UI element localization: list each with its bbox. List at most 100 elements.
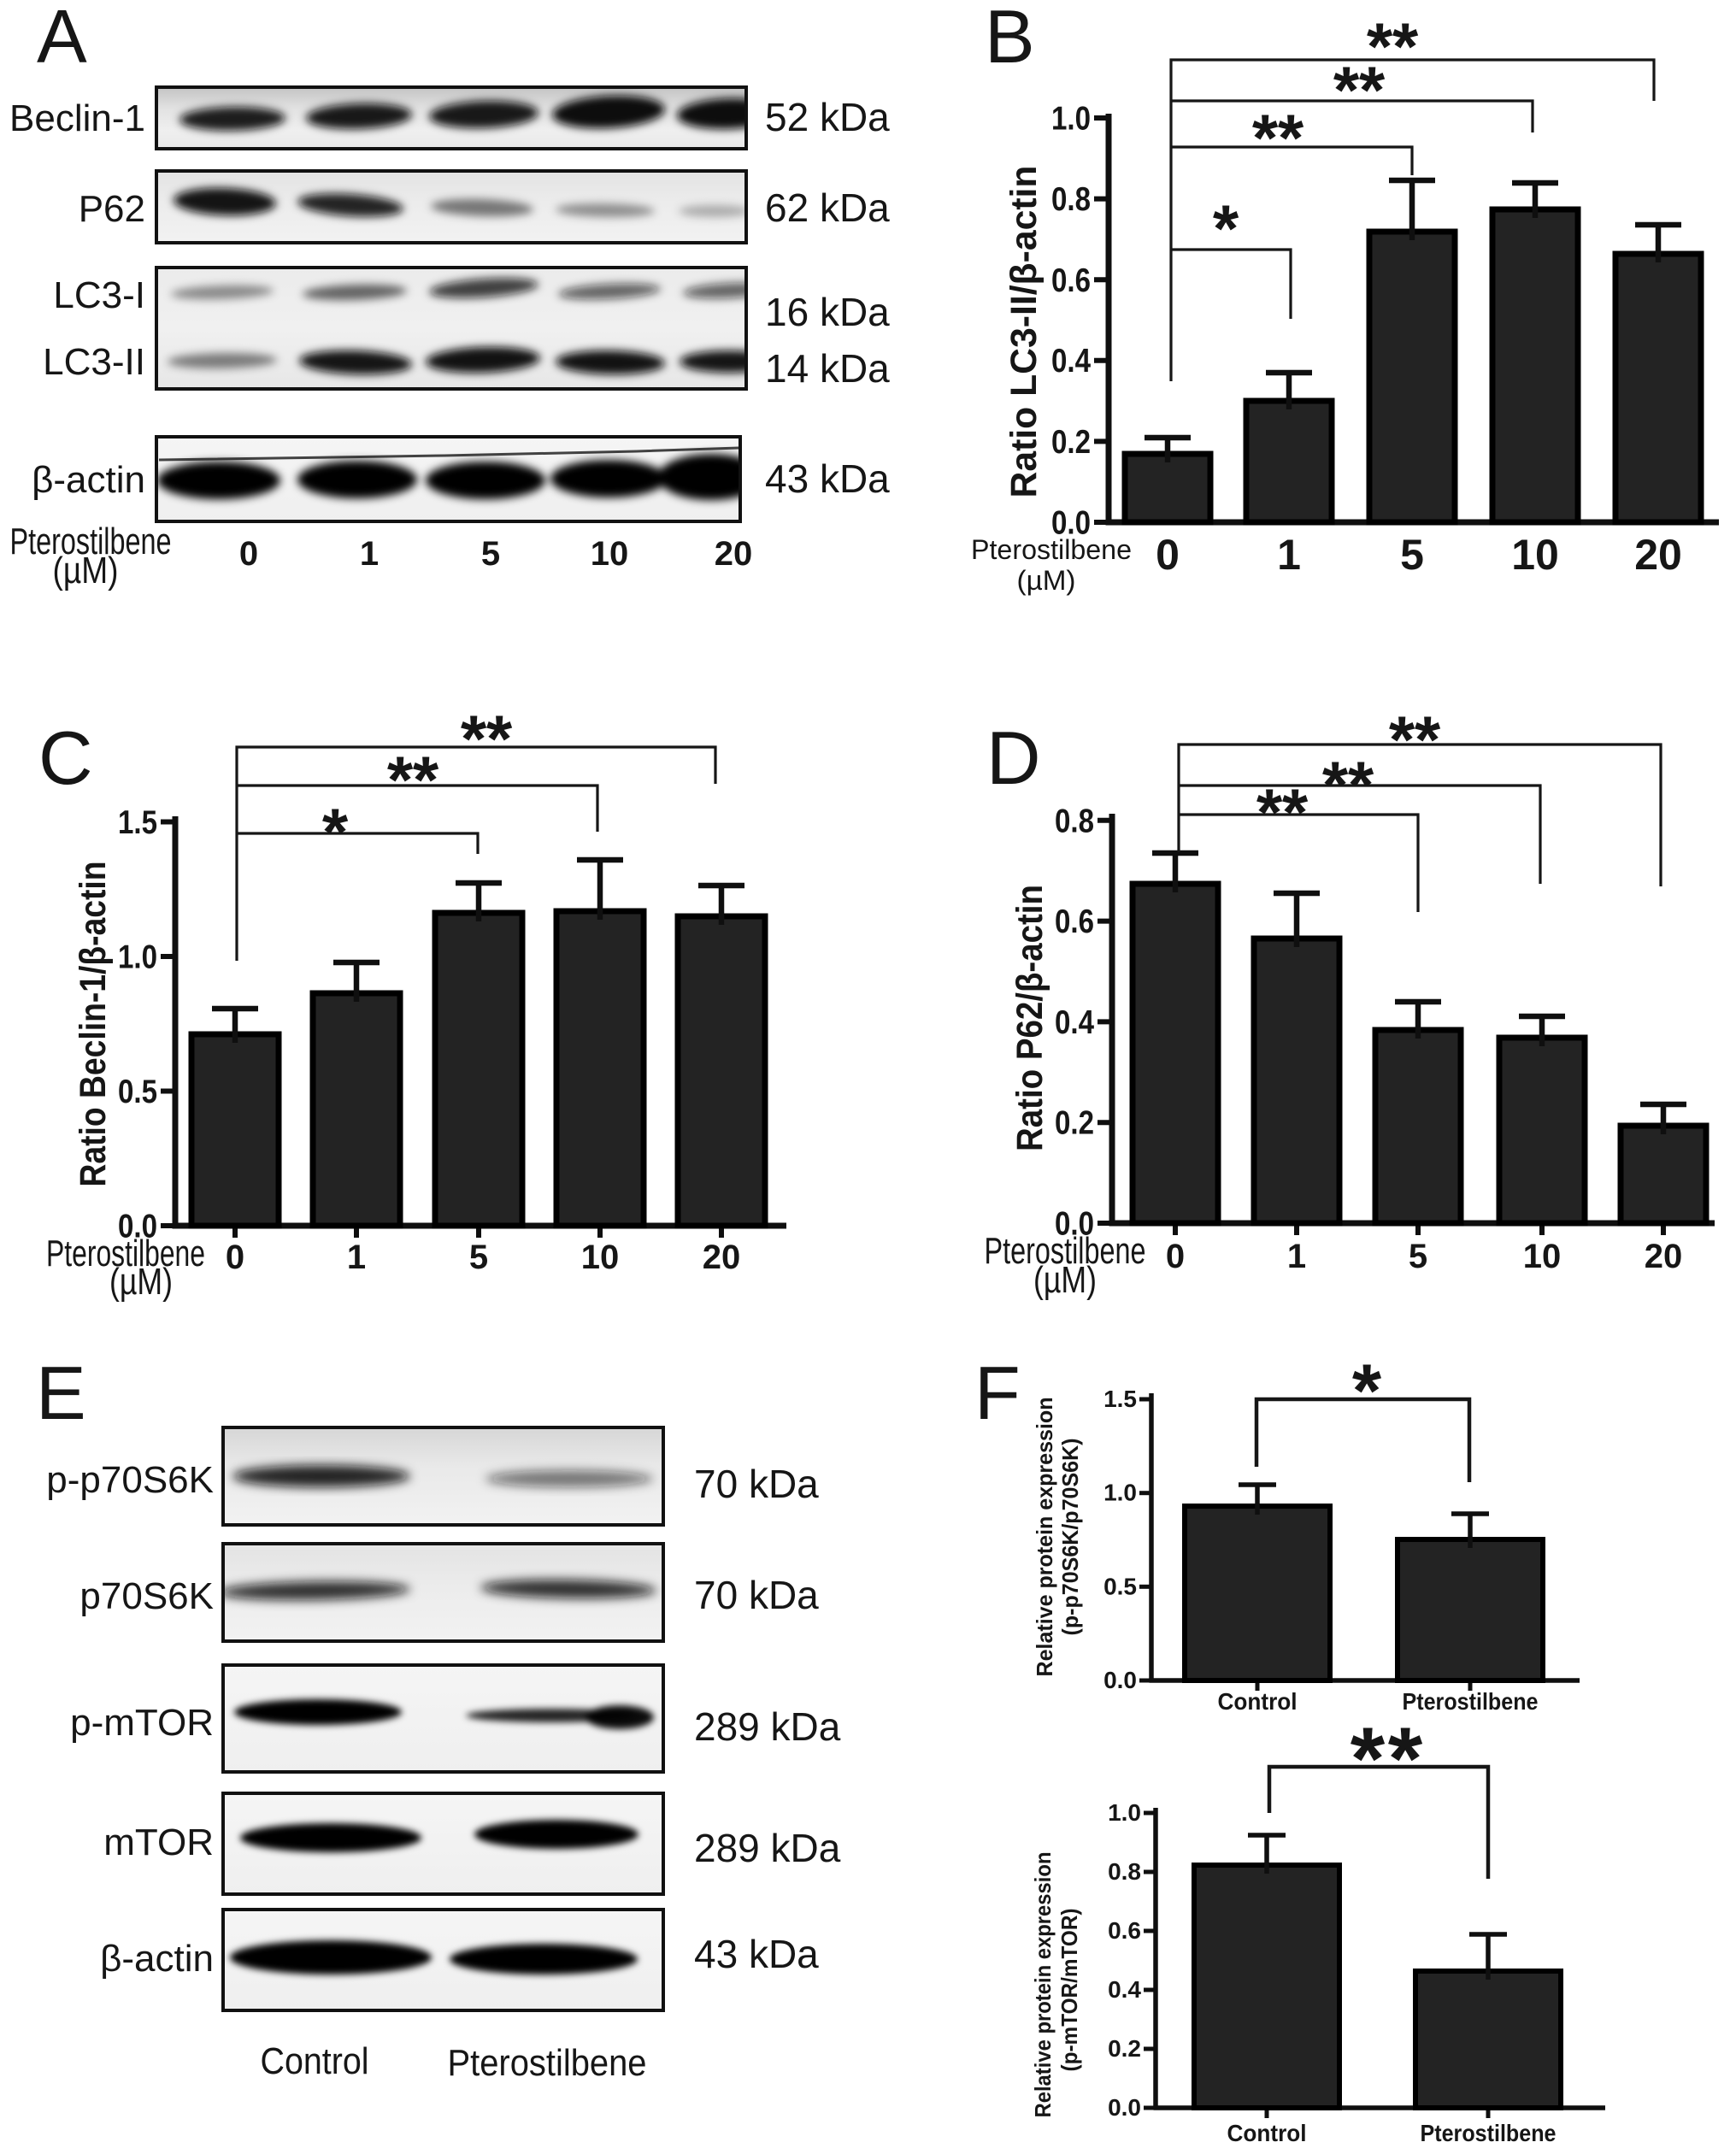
svg-text:*: * bbox=[322, 794, 349, 869]
svg-text:0: 0 bbox=[1166, 1238, 1185, 1275]
svg-text:β-actin: β-actin bbox=[100, 1938, 214, 1980]
svg-text:D: D bbox=[986, 715, 1041, 800]
svg-text:(µM): (µM) bbox=[1033, 1259, 1097, 1301]
svg-text:*: * bbox=[1333, 52, 1360, 127]
svg-text:(µM): (µM) bbox=[109, 1261, 173, 1303]
svg-text:62 kDa: 62 kDa bbox=[765, 185, 890, 230]
svg-text:43 kDa: 43 kDa bbox=[765, 456, 890, 501]
svg-text:52 kDa: 52 kDa bbox=[765, 95, 890, 139]
svg-text:1.0: 1.0 bbox=[1108, 1799, 1141, 1826]
svg-text:*: * bbox=[413, 742, 439, 817]
svg-text:*: * bbox=[1351, 1710, 1386, 1809]
svg-text:*: * bbox=[1252, 100, 1279, 175]
svg-text:0: 0 bbox=[226, 1239, 244, 1276]
svg-text:Ratio P62/β-actin: Ratio P62/β-actin bbox=[1009, 885, 1050, 1151]
svg-text:0.0: 0.0 bbox=[118, 1209, 157, 1245]
svg-text:1: 1 bbox=[347, 1239, 366, 1276]
svg-text:mTOR: mTOR bbox=[103, 1821, 214, 1863]
svg-text:*: * bbox=[1213, 191, 1239, 266]
svg-text:1.0: 1.0 bbox=[118, 939, 157, 976]
svg-text:C: C bbox=[38, 715, 93, 800]
svg-text:Relative protein expression: Relative protein expression bbox=[1032, 1398, 1057, 1677]
svg-text:Pterostilbene: Pterostilbene bbox=[1421, 2120, 1557, 2146]
svg-text:Pterostilbene: Pterostilbene bbox=[985, 1230, 1146, 1272]
svg-text:p70S6K: p70S6K bbox=[79, 1575, 214, 1617]
svg-text:0.2: 0.2 bbox=[1051, 424, 1091, 461]
svg-text:0.4: 0.4 bbox=[1108, 1976, 1141, 2003]
svg-text:B: B bbox=[985, 0, 1035, 79]
svg-text:*: * bbox=[1367, 9, 1393, 84]
svg-text:289 kDa: 289 kDa bbox=[694, 1826, 841, 1870]
svg-text:10: 10 bbox=[1511, 531, 1559, 579]
svg-text:1: 1 bbox=[360, 535, 379, 573]
svg-text:*: * bbox=[1348, 747, 1374, 822]
svg-text:1: 1 bbox=[1287, 1238, 1306, 1275]
svg-text:1.0: 1.0 bbox=[1103, 1480, 1137, 1506]
svg-text:Ratio Beclin-1/β-actin: Ratio Beclin-1/β-actin bbox=[73, 862, 114, 1187]
svg-text:LC3-I: LC3-I bbox=[53, 274, 145, 316]
svg-text:0.5: 0.5 bbox=[1103, 1573, 1137, 1599]
svg-text:*: * bbox=[1322, 747, 1349, 822]
svg-text:0: 0 bbox=[1156, 531, 1180, 579]
svg-text:0.0: 0.0 bbox=[1055, 1206, 1094, 1243]
svg-text:1: 1 bbox=[1277, 531, 1301, 579]
svg-text:Pterostilbene: Pterostilbene bbox=[448, 2042, 647, 2084]
svg-text:*: * bbox=[486, 701, 513, 776]
svg-text:0.6: 0.6 bbox=[1051, 262, 1091, 299]
svg-text:0: 0 bbox=[239, 535, 258, 573]
svg-text:*: * bbox=[1392, 9, 1419, 84]
svg-text:0.2: 0.2 bbox=[1108, 2035, 1141, 2062]
svg-text:Control: Control bbox=[1218, 1688, 1298, 1715]
svg-text:0.0: 0.0 bbox=[1103, 1667, 1137, 1693]
svg-text:*: * bbox=[461, 701, 487, 776]
svg-text:*: * bbox=[1256, 774, 1283, 850]
svg-text:Control: Control bbox=[1227, 2120, 1307, 2146]
svg-text:Ratio LC3-II/β-actin: Ratio LC3-II/β-actin bbox=[1003, 166, 1045, 498]
svg-text:5: 5 bbox=[1409, 1238, 1427, 1275]
svg-text:E: E bbox=[36, 1351, 86, 1435]
svg-text:p-p70S6K: p-p70S6K bbox=[46, 1459, 214, 1501]
svg-text:20: 20 bbox=[1645, 1238, 1683, 1275]
svg-text:5: 5 bbox=[1400, 531, 1424, 579]
svg-text:Relative protein expression: Relative protein expression bbox=[1030, 1852, 1056, 2118]
svg-text:20: 20 bbox=[1634, 531, 1682, 579]
svg-text:(p-p70S6K/p70S6K): (p-p70S6K/p70S6K) bbox=[1057, 1439, 1083, 1636]
svg-text:Pterostilbene: Pterostilbene bbox=[971, 534, 1132, 565]
svg-text:1.5: 1.5 bbox=[118, 804, 157, 841]
svg-text:*: * bbox=[387, 742, 414, 817]
svg-text:0.6: 0.6 bbox=[1108, 1917, 1141, 1944]
svg-text:*: * bbox=[1415, 702, 1441, 777]
svg-text:*: * bbox=[1389, 702, 1415, 777]
svg-text:Control: Control bbox=[261, 2040, 369, 2082]
svg-text:0.0: 0.0 bbox=[1108, 2094, 1141, 2121]
svg-text:*: * bbox=[1352, 1348, 1382, 1433]
svg-text:*: * bbox=[1282, 774, 1309, 850]
svg-text:10: 10 bbox=[581, 1239, 620, 1276]
svg-text:F: F bbox=[974, 1351, 1021, 1435]
svg-text:0.4: 0.4 bbox=[1055, 1004, 1094, 1041]
svg-text:70 kDa: 70 kDa bbox=[694, 1462, 819, 1506]
svg-text:Beclin-1: Beclin-1 bbox=[9, 97, 145, 139]
svg-text:p-mTOR: p-mTOR bbox=[70, 1702, 214, 1744]
svg-text:20: 20 bbox=[715, 535, 753, 573]
svg-text:289 kDa: 289 kDa bbox=[694, 1704, 841, 1749]
svg-text:0.8: 0.8 bbox=[1108, 1858, 1141, 1885]
svg-text:14 kDa: 14 kDa bbox=[765, 346, 890, 391]
svg-text:5: 5 bbox=[481, 535, 500, 573]
svg-text:0.5: 0.5 bbox=[118, 1074, 157, 1110]
svg-text:20: 20 bbox=[703, 1239, 741, 1276]
svg-text:16 kDa: 16 kDa bbox=[765, 290, 890, 334]
svg-text:0.8: 0.8 bbox=[1055, 803, 1094, 839]
svg-text:Pterostilbene: Pterostilbene bbox=[1403, 1688, 1539, 1715]
svg-text:*: * bbox=[1359, 52, 1386, 127]
svg-text:LC3-II: LC3-II bbox=[43, 341, 145, 383]
svg-text:0.8: 0.8 bbox=[1051, 181, 1091, 218]
svg-text:P62: P62 bbox=[79, 188, 145, 230]
svg-text:*: * bbox=[1388, 1710, 1423, 1809]
svg-text:Pterostilbene: Pterostilbene bbox=[10, 521, 172, 562]
svg-text:(µM): (µM) bbox=[1017, 565, 1076, 596]
svg-text:0.0: 0.0 bbox=[1051, 505, 1091, 542]
svg-text:10: 10 bbox=[591, 535, 629, 573]
svg-text:70 kDa: 70 kDa bbox=[694, 1573, 819, 1617]
svg-text:43 kDa: 43 kDa bbox=[694, 1932, 819, 1976]
